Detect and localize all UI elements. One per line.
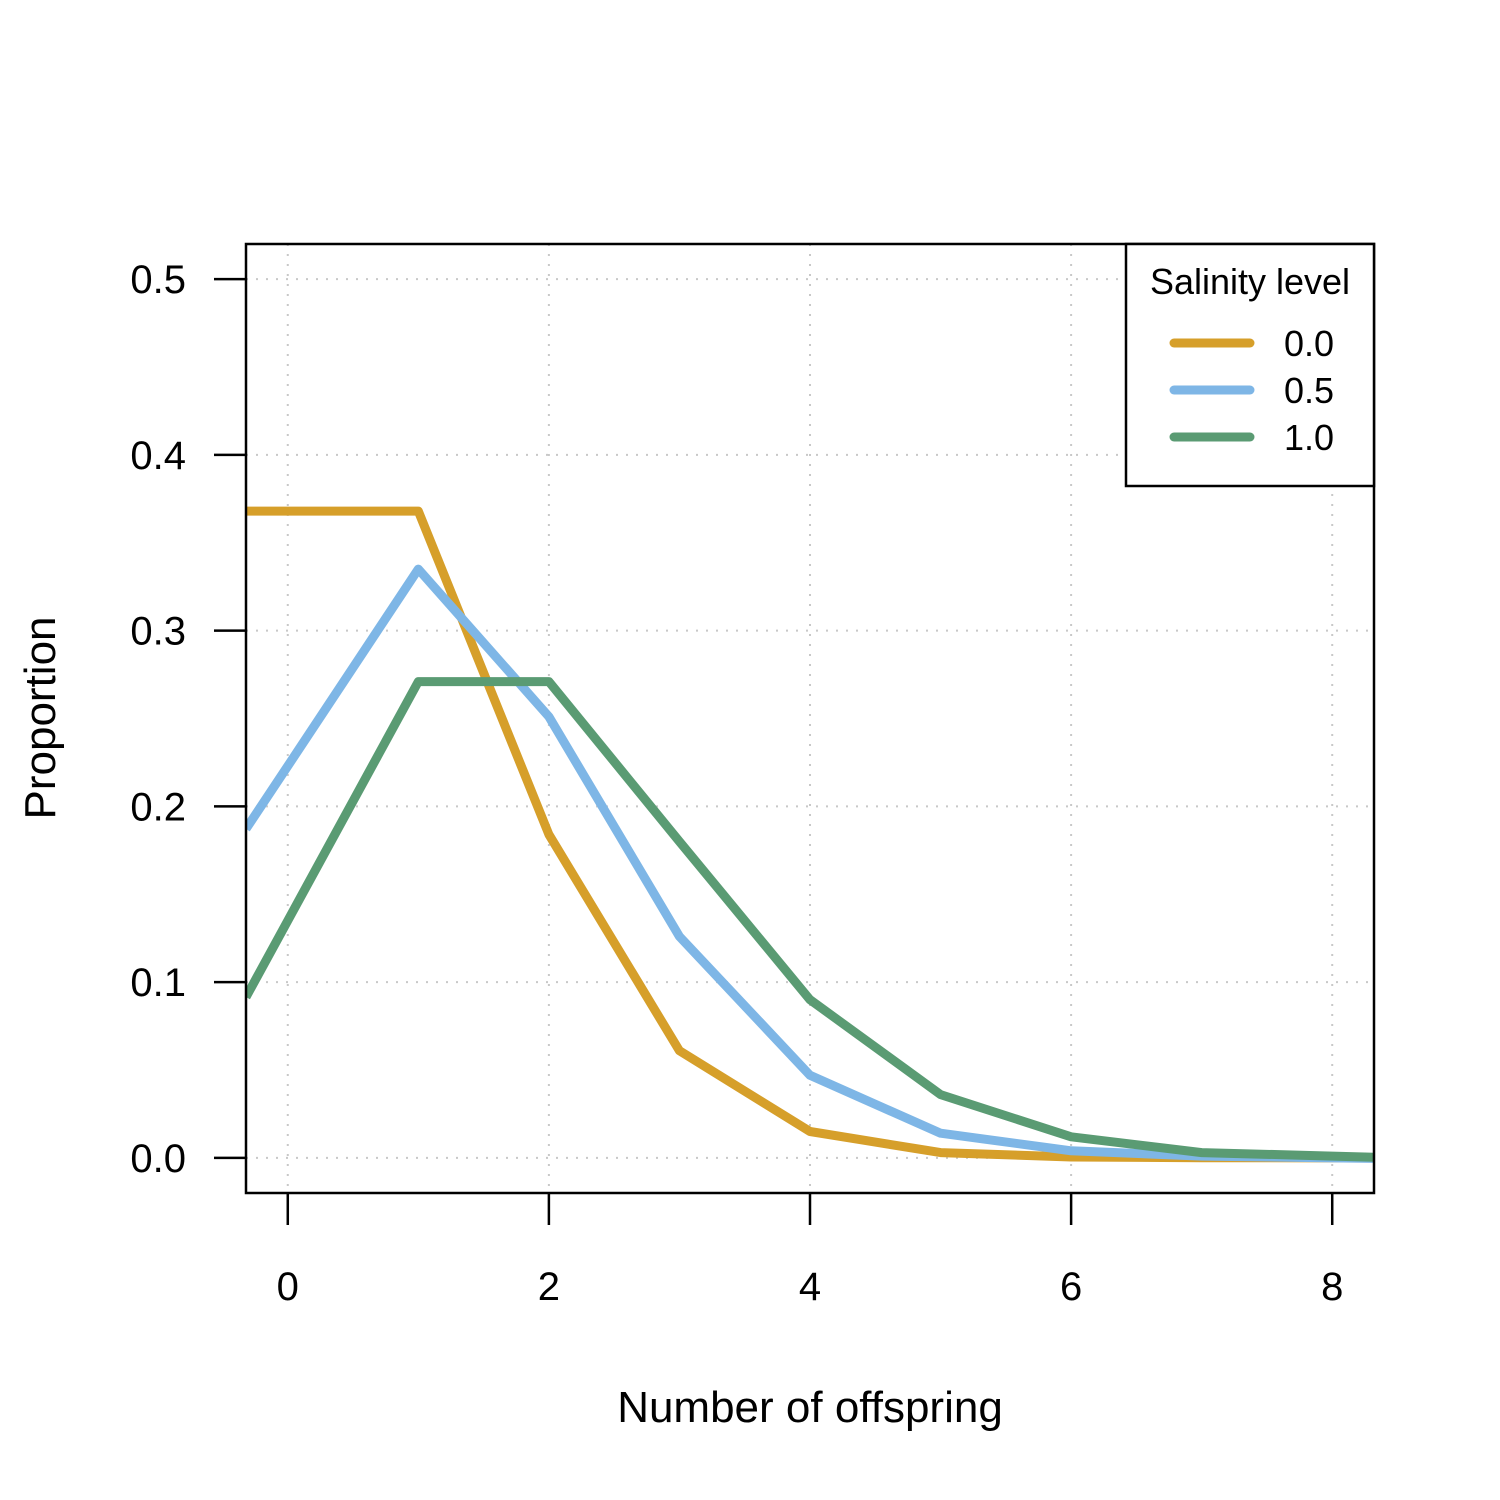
x-tick-label: 6 [1060,1265,1082,1309]
y-axis-title: Proportion [16,616,65,819]
series-line-0-5 [246,564,1374,1163]
y-tick-label: 0.3 [130,610,186,654]
series-lines [246,506,1374,1163]
y-tick-label: 0.1 [130,961,186,1005]
x-tick-label: 0 [277,1265,299,1309]
legend-entries: 0.0 0.5 1.0 [1169,323,1334,458]
series-line-1-0 [246,677,1374,1162]
y-tick-label: 0.5 [130,258,186,302]
legend-label: 1.0 [1284,417,1334,458]
legend-label: 0.5 [1284,370,1334,411]
y-axis: 0.0 0.1 0.2 0.3 0.4 0.5 [130,258,246,1181]
y-tick-label: 0.2 [130,785,186,829]
x-tick-label: 4 [799,1265,821,1309]
x-axis: 0 2 4 6 8 [277,1193,1343,1309]
y-tick-label: 0.4 [130,434,186,478]
legend-label: 0.0 [1284,323,1334,364]
x-tick-label: 8 [1321,1265,1343,1309]
x-tick-label: 2 [538,1265,560,1309]
legend-box [1124,242,1376,488]
y-tick-label: 0.0 [130,1137,186,1181]
legend: Salinity level 0.0 0.5 1.0 [1124,242,1376,488]
x-axis-title: Number of offspring [617,1383,1003,1432]
legend-title: Salinity level [1150,261,1350,302]
